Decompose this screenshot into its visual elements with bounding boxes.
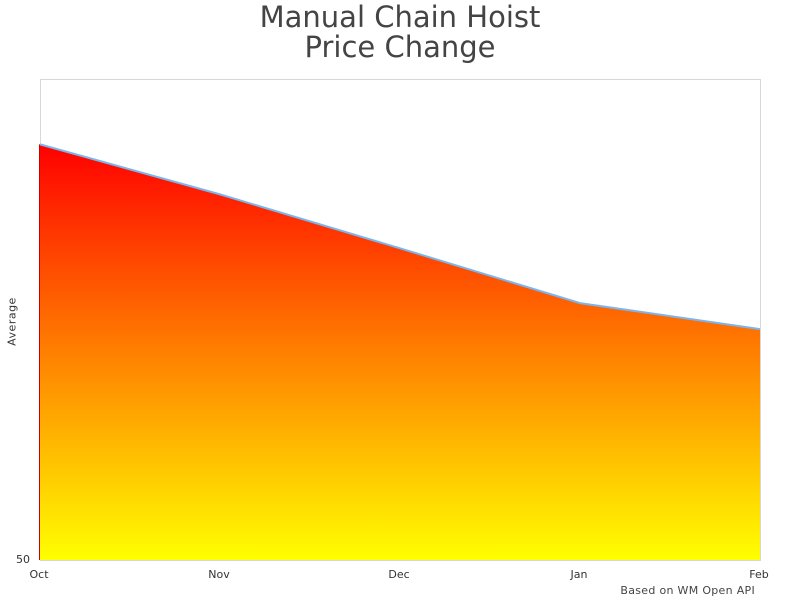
x-tick-feb: Feb (749, 568, 769, 581)
chart-title-line1: Manual Chain Hoist (259, 0, 541, 34)
chart-title-line2: Price Change (304, 30, 496, 64)
x-tick-oct: Oct (29, 568, 49, 581)
area-series-line (39, 143, 761, 331)
area-series-fill (40, 144, 760, 560)
x-tick-dec: Dec (388, 568, 410, 581)
credits-link[interactable]: Based on WM Open API (620, 584, 755, 597)
x-tick-nov: Nov (208, 568, 230, 581)
y-tick-min: 50 (16, 553, 30, 566)
y-axis-label: Average (5, 297, 19, 346)
chart-title: Manual Chain Hoist Price Change (0, 2, 800, 62)
x-tick-jan: Jan (570, 568, 588, 581)
